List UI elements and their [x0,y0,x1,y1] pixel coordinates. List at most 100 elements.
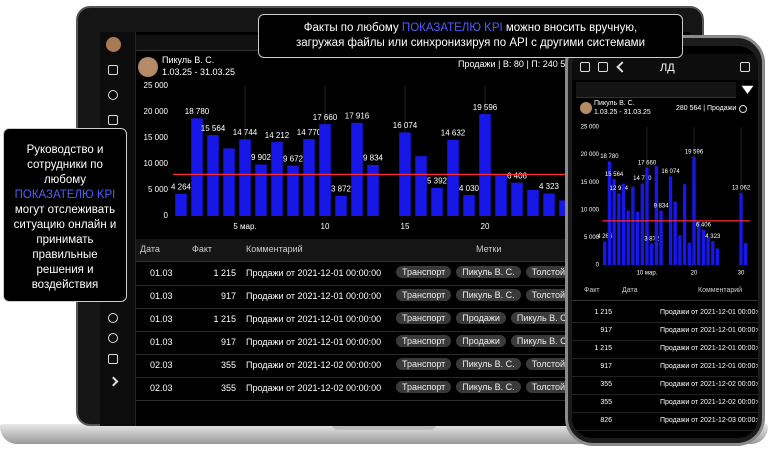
table-header: Факт Дата Комментарий [572,284,758,301]
fact-cell: 355 [220,383,236,393]
table-row: 1 215 Продажи от 2021-12-01 00:00:00 [572,304,758,323]
period: 1.03.25 - 31.03.25 [162,67,236,77]
table-row: 917 Продажи от 2021-12-01 00:00:00 [572,358,758,377]
tag: Пикуль В. С. [510,335,576,347]
callout-top: Факты по любому ПОКАЗАТЕЛЮ KPI можно вно… [258,14,683,58]
user-avatar [138,57,158,77]
dropdown[interactable] [741,85,754,94]
fact-cell: 355 [600,399,612,406]
date-cell: 01.03 [150,268,173,278]
settings-icon[interactable] [739,105,747,113]
comment-cell: Продажи от 2021-12-01 00:00:00 [246,268,382,278]
tag: Транспорт [396,335,452,347]
table-row: 01.03 1 215 Продажи от 2021-12-01 00:00:00… [136,308,690,332]
table-header: Дата Факт Комментарий Метки [136,239,690,262]
callout-text: можно вносить вручную, загружая файлы ил… [295,22,646,49]
fact-cell: 355 [600,381,612,388]
logout-icon[interactable] [108,354,118,364]
table-row: 355 Продажи от 2021-12-02 00:00:00 [572,376,758,395]
summary: Продажи | В: 80 | П: 240 50 [458,59,571,69]
date-cell: 01.03 [150,291,173,301]
column-header: Комментарий [698,287,743,294]
settings-icon[interactable] [108,90,118,100]
table-row: 01.03 917 Продажи от 2021-12-01 00:00:00 Тр… [136,331,690,355]
table-row: 826 Продажи от 2021-12-03 00:00:00 [572,412,758,431]
help-icon[interactable] [108,333,118,343]
comment-cell: Продажи от 2021-12-02 00:00:00 [660,381,758,388]
laptop-table: Дата Факт Комментарий Метки 01.03 1 215 Продаж… [136,239,690,426]
theme-icon[interactable] [108,313,118,323]
comment-cell: Продажи от 2021-12-01 00:00:00 [660,363,758,370]
kpi-highlight: ПОКАЗАТЕЛЮ KPI [14,189,116,201]
column-header: Факт [584,287,600,294]
tag: Транспорт [396,312,452,324]
dashboard-icon[interactable] [108,115,118,125]
calendar-icon[interactable] [108,65,118,75]
phone-topbar [572,54,758,80]
phone-screen: ЛД Пикуль В. С. 1.03.25 - 31.03.25 280 5… [572,46,758,438]
tag: Продажи [456,335,506,347]
comment-cell: Продажи от 2021-12-02 00:00:00 [246,360,382,370]
date-cell: 02.03 [150,383,173,393]
comment-cell: Продажи от 2021-12-01 00:00:00 [246,314,382,324]
user-name: Пикуль В. С. [162,55,215,65]
avatar [106,37,121,52]
fact-cell: 1 215 [213,268,236,278]
phone-toolbar [576,82,736,98]
fact-cell: 1 215 [213,314,236,324]
fact-cell: 917 [220,337,236,347]
user-avatar [580,102,592,114]
comment-cell: Продажи от 2021-12-01 00:00:00 [246,291,382,301]
user-name: Пикуль В. С. [594,100,635,107]
kpi-highlight: ПОКАЗАТЕЛЮ KPI [401,22,503,34]
column-header: Дата [140,244,160,254]
comment-cell: Продажи от 2021-12-03 00:00:00 [660,417,758,424]
callout-text: Руководство и сотрудники по любому [26,144,104,186]
fact-cell: 1 215 [594,309,612,316]
fact-cell: 917 [600,327,612,334]
comment-cell: Продажи от 2021-12-02 00:00:00 [660,399,758,406]
fact-cell: 917 [600,363,612,370]
tag: Транспорт [396,266,452,278]
date-cell: 01.03 [150,314,173,324]
fact-cell: 1 215 [594,345,612,352]
comment-cell: Продажи от 2021-12-01 00:00:00 [660,345,758,352]
column-header: Факт [192,244,213,254]
tag: Пикуль В. С. [456,358,521,370]
table-row: 355 Продажи от 2021-12-02 00:00:00 [572,394,758,413]
tag: Транспорт [396,289,452,301]
date-cell: 02.03 [150,360,173,370]
laptop-notch [332,424,436,430]
tag: Пикуль В. С. [456,289,521,301]
table-row: 1 215 Продажи от 2021-12-01 00:00:00 [572,340,758,359]
comment-cell: Продажи от 2021-12-01 00:00:00 [246,337,382,347]
summary: 280 564 | Продажи [676,105,737,112]
period: 1.03.25 - 31.03.25 [594,109,651,116]
table-row: 02.03 355 Продажи от 2021-12-02 00:00:00 Тр… [136,354,690,378]
comment-cell: Продажи от 2021-12-02 00:00:00 [246,383,382,393]
date-cell: 01.03 [150,337,173,347]
grid-icon[interactable] [740,62,750,72]
toolbar [136,35,270,51]
phone-title: ЛД [660,62,675,74]
fact-cell: 917 [220,291,236,301]
column-header: Комментарий [246,244,303,254]
tag: Пикуль В. С. [456,266,521,278]
callout-text: могут отслеживать ситуацию онлайн и прин… [13,204,117,291]
tag: Пикуль В. С. [510,312,576,324]
column-header: Дата [622,287,638,294]
phone-table: Факт Дата Комментарий 1 215 Продажи от 2021-… [572,284,758,438]
menu-icon[interactable] [580,62,590,72]
tag: Транспорт [396,358,452,370]
column-header: Метки [476,244,502,254]
comment-cell: Продажи от 2021-12-01 00:00:00 [660,309,758,316]
comment-cell: Продажи от 2021-12-01 00:00:00 [660,327,758,334]
fact-cell: 826 [600,417,612,424]
calendar-icon[interactable] [598,62,608,72]
callout-text: Факты по любому [303,22,402,34]
callout-left: Руководство и сотрудники по любому ПОКАЗ… [3,128,127,302]
tag: Продажи [456,312,506,324]
